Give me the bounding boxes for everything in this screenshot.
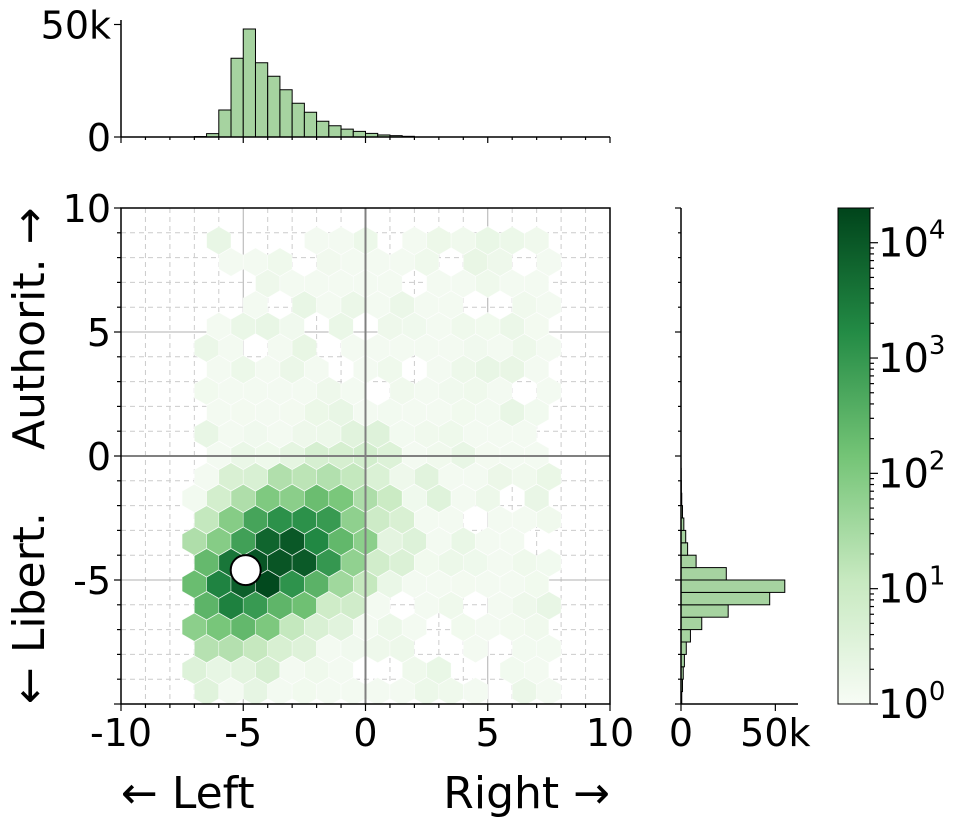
marginal-x-tick-label: 50k	[41, 4, 111, 48]
x-tick-label: 0	[353, 711, 377, 755]
marginal-x-bar	[219, 110, 231, 137]
marginal-y-tick-label: 50k	[740, 711, 810, 755]
marginal-x-bar	[341, 129, 353, 137]
marginal-y-bars	[681, 468, 785, 704]
marginal-y-bar	[681, 580, 785, 592]
x-tick-label: -5	[224, 711, 262, 755]
marginal-x-bar	[280, 90, 292, 137]
colorbar-tick-exponent: 0	[929, 677, 946, 707]
ylabel-top: Authorit. →	[4, 208, 55, 450]
marginal-x-bar	[268, 76, 280, 137]
marginal-x-bar	[255, 63, 267, 137]
marginal-x-bar	[304, 112, 316, 137]
colorbar-gradient	[838, 208, 870, 704]
colorbar-tick-exponent: 1	[929, 562, 946, 592]
colorbar-tick-base: 10	[878, 567, 929, 613]
marginal-y-histogram: 0 50k	[669, 208, 811, 755]
colorbar-tick-label: 100	[878, 677, 945, 728]
main-plot: -10 -5 0 5 10 10 5 0 -5	[63, 187, 635, 755]
xlabel-left: ← Left	[121, 768, 255, 819]
y-tick-label: -5	[73, 559, 111, 603]
colorbar-tick-base: 10	[878, 682, 929, 728]
colorbar-tick-label: 102	[878, 446, 945, 497]
y-tick-label: 0	[87, 435, 111, 479]
colorbar-tick-exponent: 2	[929, 446, 946, 476]
hexbin-cells	[182, 227, 561, 706]
x-tick-label: 10	[586, 711, 634, 755]
marginal-x-bar	[317, 121, 329, 137]
colorbar-tick-base: 10	[878, 221, 929, 267]
marginal-x-bar	[353, 131, 365, 137]
highlight-point	[231, 555, 261, 585]
x-tick-label: 5	[476, 711, 500, 755]
marginal-y-tick-label: 0	[669, 711, 693, 755]
xlabel-right: Right →	[443, 768, 610, 819]
marginal-y-bar	[681, 592, 770, 604]
marginal-x-bar	[329, 126, 341, 137]
y-tick-label: 5	[87, 311, 111, 355]
marginal-y-ticks: 0 50k	[669, 208, 811, 755]
hexbin-cell	[463, 678, 488, 706]
y-tick-label: 10	[63, 187, 111, 231]
colorbar-tick-exponent: 4	[929, 216, 946, 246]
colorbar-tick-exponent: 3	[929, 331, 946, 361]
x-tick-label: -10	[90, 711, 152, 755]
marginal-y-bar	[681, 543, 688, 555]
marginal-y-bar	[681, 630, 690, 642]
marginal-y-bar	[681, 642, 686, 654]
hexbin-cell	[366, 678, 391, 706]
colorbar-tick-label: 104	[878, 216, 945, 267]
marginal-x-histogram: 50k 0	[41, 4, 610, 161]
marginal-x-bars	[194, 29, 414, 137]
marginal-x-tick-label: 0	[87, 116, 111, 160]
colorbar-tick-label: 101	[878, 562, 945, 613]
colorbar-tick-base: 10	[878, 336, 929, 382]
marginal-y-bar	[681, 568, 726, 580]
marginal-y-bar	[681, 617, 702, 629]
marginal-x-bar	[231, 58, 243, 137]
marginal-y-bar	[681, 555, 696, 567]
marginal-x-bar	[243, 29, 255, 137]
marginal-x-bar	[292, 103, 304, 137]
colorbar-tick-base: 10	[878, 451, 929, 497]
colorbar-tick-label: 103	[878, 331, 945, 382]
ylabel-bottom: ← Libert.	[4, 512, 55, 704]
marginal-y-bar	[681, 605, 728, 617]
